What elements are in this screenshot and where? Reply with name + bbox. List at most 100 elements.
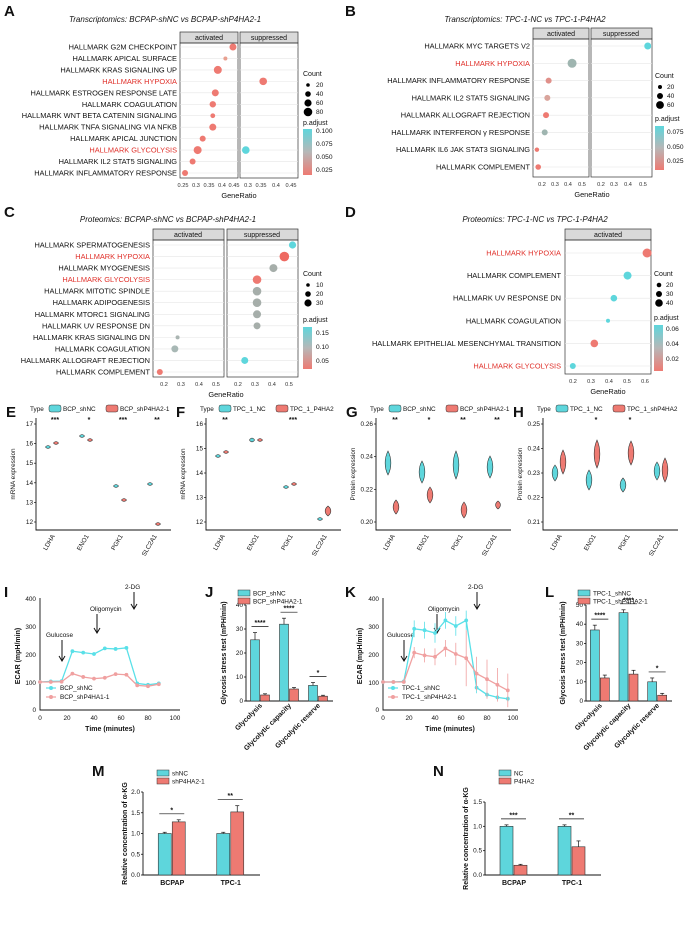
- term-label: HALLMARK ESTROGEN RESPONSE LATE: [31, 88, 178, 97]
- legend-value: 20: [666, 282, 674, 289]
- ytick-label: 0: [579, 698, 583, 705]
- data-point: [422, 653, 427, 658]
- panel-d-title: Proteomics: TPC-1-NC vs TPC-1-P4HA2: [462, 215, 608, 224]
- legend-swatch: [275, 404, 289, 413]
- series-line: [39, 647, 159, 686]
- legend-label: TPC-1_shNC: [402, 685, 440, 692]
- arrow-icon: [58, 640, 66, 662]
- bar: [318, 695, 328, 702]
- violin-mark: [257, 438, 263, 442]
- violin-mark: [426, 486, 434, 504]
- legend-value: 40: [666, 300, 674, 307]
- gene-label: PGK1: [280, 533, 295, 552]
- bar: [618, 612, 629, 702]
- significance-label: ***: [289, 417, 297, 424]
- panel-d-legend: Count 20 30 40 p.adjust 0.06 0.04 0.02: [654, 271, 679, 371]
- data-point: [92, 652, 96, 656]
- enrichment-dot: [223, 56, 228, 61]
- panel-g: G Type BCP_shNC BCP_shP4HA2-1 0.20 0.22 0.24 0.…: [346, 404, 511, 558]
- legend-title: p.adjust: [303, 317, 328, 324]
- enrichment-dot: [253, 322, 261, 330]
- tick: 0.2: [569, 379, 577, 385]
- tick: 100: [508, 715, 519, 722]
- panel-letter: H: [513, 404, 524, 421]
- enrichment-dot: [252, 286, 262, 296]
- tick: 0.45: [229, 183, 240, 189]
- legend-swatch: [105, 404, 119, 413]
- enrichment-dot: [535, 164, 542, 170]
- data-point: [70, 671, 75, 676]
- significance-label: *: [170, 807, 173, 814]
- legend-swatch: [49, 686, 53, 690]
- arrow-icon: [400, 640, 408, 662]
- panel-a-legend: Count 20 40 60 80 p.adjust 0.100 0.075 0…: [303, 71, 333, 175]
- term-label: HALLMARK INFLAMMATORY RESPONSE: [34, 169, 177, 178]
- panel-e: E Type BCP_shNC BCP_shP4HA2-1 12 13 14 15 16 17 mR…: [6, 404, 171, 558]
- panel-k-legend: TPC-1_shNC TPC-1_shP4HA2-1: [388, 685, 457, 701]
- ylabel: Glycosis stress test (mPH/min): [560, 601, 567, 704]
- bar: [289, 688, 299, 702]
- data-point: [422, 628, 427, 633]
- legend-label: BCP_shP4HA2-1: [460, 406, 510, 413]
- significance-label: *: [88, 417, 91, 424]
- data-point: [124, 645, 129, 650]
- legend-value: 0.100: [316, 128, 333, 135]
- ytick-label: 0.24: [361, 454, 374, 461]
- arrow-icon: [130, 592, 138, 610]
- legend-value: 20: [316, 291, 324, 298]
- panel-a-strip-activated-label: activated: [195, 35, 223, 42]
- panel-i-legend: BCP_shNC BCP_shP4HA1-1: [46, 685, 110, 701]
- significance-label: *: [595, 417, 598, 424]
- panel-c-letter: C: [4, 204, 15, 221]
- data-point: [464, 656, 469, 661]
- ylabel: Protein expression: [350, 447, 357, 500]
- significance-label: *: [317, 670, 320, 677]
- panel-c-xlabel: GeneRatio: [208, 390, 243, 399]
- tick: 0.5: [578, 182, 586, 188]
- legend-label: TPC_1_shP4HA2: [627, 406, 678, 413]
- panel-a: A Transcriptomics: BCPAP-shNC vs BCPAP-s…: [4, 3, 333, 200]
- data-point: [381, 680, 385, 684]
- term-label: HALLMARK COMPLEMENT: [436, 163, 531, 172]
- violin-mark: [593, 439, 601, 469]
- enrichment-dot: [242, 146, 250, 154]
- violin-mark: [215, 454, 221, 458]
- violin-mark: [291, 482, 297, 486]
- legend-title: Type: [370, 406, 384, 413]
- ylabel: mRNA expression: [10, 448, 17, 500]
- tick: 300: [368, 624, 379, 631]
- data-point: [113, 672, 118, 677]
- bar: [571, 846, 586, 876]
- term-label: HALLMARK MITOTIC SPINDLE: [44, 287, 150, 296]
- bar: [628, 673, 639, 702]
- panel-c-strip-activated-label: activated: [174, 232, 202, 239]
- legend-swatch: [237, 589, 251, 597]
- category-label: TPC-1: [221, 880, 241, 887]
- bar: [279, 623, 289, 702]
- panel-l-letter: L: [545, 584, 554, 601]
- legend-size-key: [656, 101, 664, 109]
- term-label: HALLMARK INFLAMMATORY RESPONSE: [387, 76, 530, 85]
- tick: 0.35: [204, 183, 215, 189]
- ytick-label: 1.5: [473, 799, 482, 806]
- legend-swatch: [156, 769, 170, 777]
- panel-i-axes: [39, 598, 180, 711]
- panel-k-letter: K: [345, 584, 356, 601]
- term-label: HALLMARK HYPOXIA: [102, 77, 177, 86]
- tick: 0.4: [605, 379, 613, 385]
- ytick-label: 40: [236, 602, 244, 609]
- panel-i-xlabel: Time (minutes): [85, 726, 135, 733]
- enrichment-dot: [269, 264, 278, 273]
- data-point: [443, 618, 448, 623]
- bar: [250, 639, 260, 702]
- enrichment-dot: [543, 112, 550, 119]
- ytick-label: 14: [196, 470, 204, 477]
- ytick-label: 0.24: [528, 446, 541, 453]
- panel-i-xticks: 0 20 40 60 80 100: [38, 715, 181, 722]
- enrichment-dot: [545, 77, 552, 84]
- legend-swatch: [391, 695, 395, 699]
- legend-size-key: [305, 291, 311, 297]
- panel-i-ylabel: ECAR (mpH/min): [15, 628, 22, 684]
- legend-size-key: [304, 299, 312, 307]
